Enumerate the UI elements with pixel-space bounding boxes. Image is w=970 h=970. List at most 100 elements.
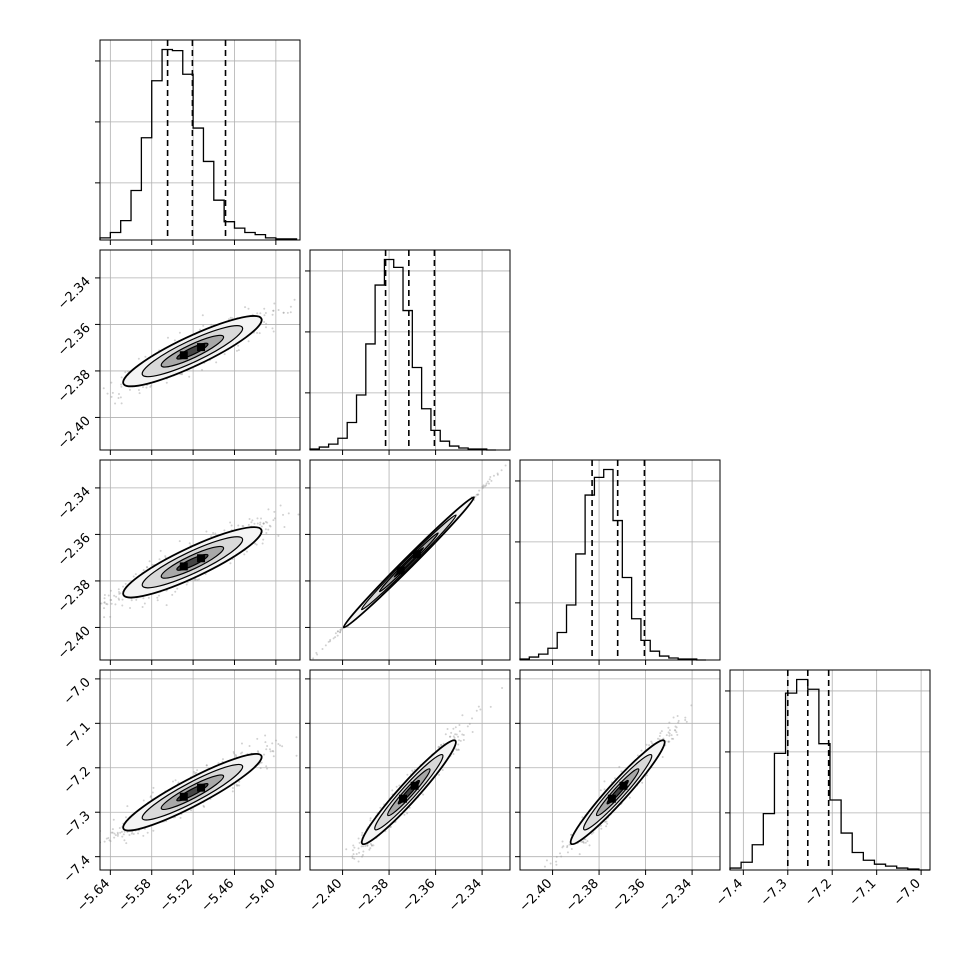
scatter-point [263, 321, 266, 324]
scatter-point [248, 744, 251, 747]
y-tick-label: −2.40 [55, 414, 94, 453]
scatter-point [138, 392, 141, 395]
scatter-point [268, 524, 271, 527]
scatter-point [660, 730, 663, 733]
scatter-point [265, 748, 268, 751]
scatter-point [275, 739, 278, 742]
scatter-point [271, 749, 274, 752]
scatter-point [588, 844, 591, 847]
scatter-point [351, 857, 354, 860]
scatter-point [158, 558, 161, 561]
x-tick-label: −2.34 [656, 876, 695, 915]
scatter-point [334, 632, 337, 635]
scatter-0-1 [102, 298, 296, 405]
scatter-point [454, 726, 457, 729]
scatter-point [722, 666, 724, 668]
scatter-point [471, 717, 474, 720]
scatter-point [273, 517, 276, 520]
scatter-point [455, 748, 458, 751]
scatter-point [239, 752, 242, 755]
scatter-point [458, 730, 461, 733]
scatter-point [264, 311, 267, 314]
scatter-point [496, 473, 499, 476]
scatter-point [368, 848, 371, 851]
scatter-point [345, 848, 348, 851]
scatter-point [113, 832, 116, 835]
scatter-point [351, 855, 354, 858]
scatter-point [254, 542, 257, 545]
scatter-point [672, 737, 675, 740]
scatter-point [517, 894, 519, 896]
scatter-point [362, 845, 365, 848]
density-peak [179, 351, 188, 360]
scatter-point [339, 628, 342, 631]
scatter-point [108, 839, 111, 842]
scatter-point [121, 835, 124, 838]
scatter-point [369, 819, 372, 822]
scatter-point [454, 733, 457, 736]
scatter-point [124, 371, 127, 374]
scatter-point [256, 517, 259, 520]
scatter-point [532, 436, 534, 438]
scatter-point [164, 555, 167, 558]
x-tick-label: −7.1 [847, 876, 880, 909]
scatter-point [80, 612, 82, 614]
y-tick-label: −2.36 [55, 321, 94, 360]
scatter-point [282, 513, 285, 516]
scatter-point [223, 529, 226, 532]
scatter-point [457, 748, 460, 751]
x-tick-label: −5.40 [240, 876, 279, 915]
scatter-point [142, 569, 145, 572]
scatter-point [441, 768, 444, 771]
scatter-point [121, 604, 124, 607]
scatter-point [315, 651, 318, 654]
scatter-point [675, 731, 678, 734]
y-tick-label: −7.3 [61, 808, 94, 841]
scatter-point [422, 793, 425, 796]
scatter-point [110, 831, 113, 834]
scatter-point [120, 402, 123, 405]
scatter-point [264, 326, 267, 329]
panel-grid-0-1 [100, 250, 300, 450]
scatter-point [238, 780, 241, 783]
scatter-point [537, 432, 539, 434]
scatter-point [231, 786, 234, 789]
scatter-point [271, 313, 274, 316]
scatter-point [264, 741, 267, 744]
scatter-point [260, 517, 263, 520]
scatter-point [126, 805, 129, 808]
scatter-point [673, 729, 676, 732]
scatter-point [353, 846, 356, 849]
scatter-point [406, 812, 409, 815]
scatter-point [684, 716, 687, 719]
scatter-point [142, 799, 145, 802]
density-peak [412, 550, 421, 559]
scatter-point [116, 833, 119, 836]
scatter-point [555, 860, 558, 863]
scatter-point [284, 932, 286, 934]
scatter-point [477, 705, 480, 708]
scatter-point [256, 750, 259, 753]
panel-frame-1-3 [309, 669, 511, 871]
scatter-point [143, 602, 146, 605]
scatter-point [370, 844, 373, 847]
scatter-point [229, 316, 232, 319]
x-tick-label: −2.38 [563, 876, 602, 915]
scatter-point [264, 528, 267, 531]
scatter-point [360, 845, 363, 848]
scatter-point [584, 841, 587, 844]
scatter-point [477, 493, 480, 496]
scatter-point [329, 638, 332, 641]
scatter-point [115, 595, 118, 598]
scatter-point [114, 402, 117, 405]
scatter-point [151, 563, 154, 566]
scatter-point [244, 306, 247, 309]
scatter-point [580, 840, 583, 843]
scatter-point [266, 744, 269, 747]
scatter-point [130, 599, 133, 602]
scatter-point [268, 748, 271, 751]
scatter-point [120, 383, 123, 386]
scatter-point [269, 525, 272, 528]
scatter-point [281, 745, 284, 748]
scatter-point [271, 742, 274, 745]
